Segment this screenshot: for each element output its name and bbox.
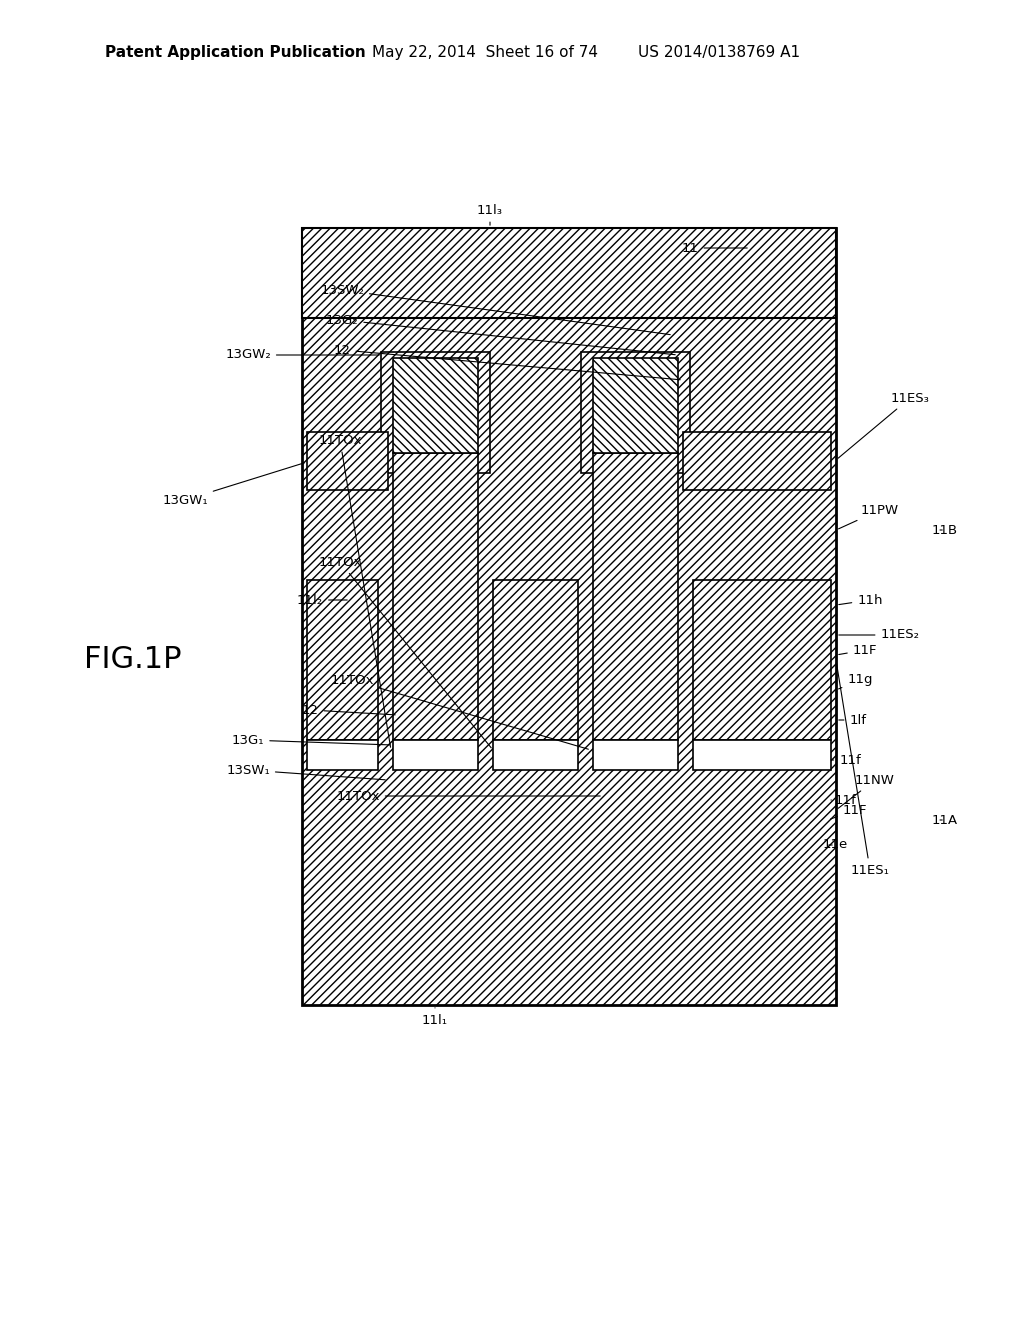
- Bar: [581, 352, 690, 473]
- Text: 12: 12: [334, 343, 680, 380]
- Bar: [307, 741, 378, 770]
- Text: 11d: 11d: [635, 520, 645, 541]
- Text: 13SW₁: 13SW₁: [226, 763, 385, 780]
- Bar: [693, 741, 831, 770]
- Bar: [593, 358, 678, 453]
- Text: Patent Application Publication: Patent Application Publication: [105, 45, 366, 59]
- Text: 11CH₁: 11CH₁: [430, 413, 440, 447]
- Bar: [393, 453, 478, 741]
- Text: 11TOx: 11TOx: [318, 433, 390, 747]
- Text: 11ES₃: 11ES₃: [838, 392, 930, 458]
- Text: 11F: 11F: [839, 644, 878, 656]
- Text: US 2014/0138769 A1: US 2014/0138769 A1: [638, 45, 800, 59]
- Text: 11e: 11e: [822, 838, 848, 851]
- Text: 13GW₁: 13GW₁: [162, 463, 304, 507]
- Text: 11PW: 11PW: [839, 503, 899, 529]
- Text: 11NW: 11NW: [839, 774, 895, 808]
- Text: 13G₁: 13G₁: [231, 734, 390, 747]
- Bar: [307, 579, 378, 741]
- Bar: [302, 228, 836, 1005]
- Text: 11b: 11b: [435, 520, 445, 540]
- Bar: [302, 228, 836, 318]
- Text: 12: 12: [301, 704, 395, 717]
- Text: 13G₂: 13G₂: [326, 314, 675, 355]
- Text: 11ES₁: 11ES₁: [837, 663, 890, 876]
- Bar: [693, 579, 831, 741]
- Bar: [593, 741, 678, 770]
- Bar: [493, 579, 578, 741]
- Text: 11c: 11c: [620, 480, 630, 500]
- Text: 11TOx: 11TOx: [336, 789, 600, 803]
- Text: FIG.1P: FIG.1P: [84, 645, 181, 675]
- Text: 11g: 11g: [839, 673, 872, 689]
- Text: 11A: 11A: [932, 813, 958, 826]
- Text: May 22, 2014  Sheet 16 of 74: May 22, 2014 Sheet 16 of 74: [372, 45, 598, 59]
- Text: 11: 11: [682, 242, 748, 255]
- Text: 11l₃: 11l₃: [477, 203, 503, 226]
- Bar: [393, 358, 478, 453]
- Text: 11TOx: 11TOx: [318, 556, 492, 748]
- Text: 11f: 11f: [831, 793, 856, 807]
- Bar: [683, 432, 831, 490]
- Bar: [493, 741, 578, 770]
- Text: 13SW₂: 13SW₂: [321, 284, 671, 335]
- Text: 1lf: 1lf: [839, 714, 866, 726]
- Text: 11f: 11f: [831, 754, 861, 767]
- Text: 11h: 11h: [839, 594, 883, 606]
- Text: 11l₁: 11l₁: [422, 1007, 449, 1027]
- Text: 11l₂: 11l₂: [297, 594, 347, 606]
- Text: 11F: 11F: [830, 804, 867, 818]
- Text: 11CH₂: 11CH₂: [630, 413, 640, 447]
- Text: 11B: 11B: [932, 524, 958, 536]
- Text: 11a: 11a: [420, 479, 430, 500]
- Text: 13GW₂: 13GW₂: [225, 348, 379, 362]
- Bar: [307, 432, 388, 490]
- Text: 11TOx: 11TOx: [331, 673, 589, 750]
- Text: 11ES₂: 11ES₂: [839, 628, 920, 642]
- Bar: [381, 352, 490, 473]
- Bar: [393, 741, 478, 770]
- Bar: [593, 453, 678, 741]
